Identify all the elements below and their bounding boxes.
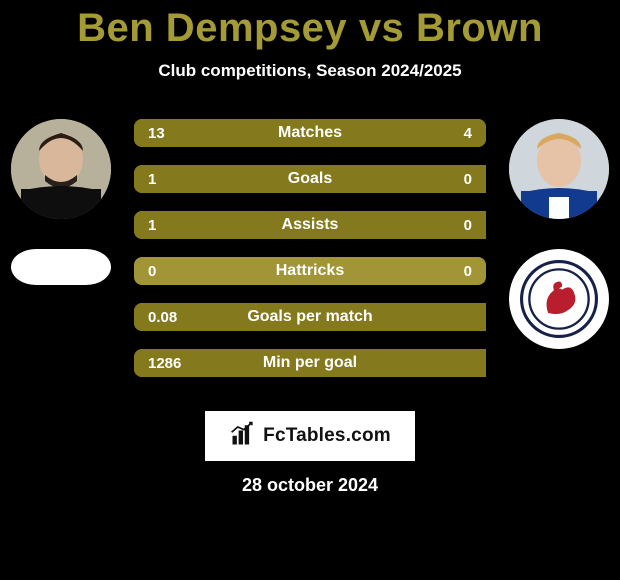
stat-label: Matches [222, 124, 398, 142]
stat-value-left: 1286 [134, 355, 222, 372]
chart-icon [229, 420, 257, 453]
player-right-avatar [509, 119, 609, 219]
stat-value-left: 13 [134, 125, 222, 142]
left-player-column [6, 119, 116, 285]
player-right-name: Brown [416, 6, 543, 50]
stat-value-right: 4 [398, 125, 486, 142]
player-left-club-badge [11, 249, 111, 285]
player-left-name: Ben Dempsey [77, 6, 347, 50]
stat-value-left: 0 [134, 263, 222, 280]
date-label: 28 october 2024 [0, 475, 620, 496]
stat-label: Min per goal [222, 354, 398, 372]
stat-label: Hattricks [222, 262, 398, 280]
stat-value-right: 0 [398, 217, 486, 234]
player-right-club-badge [509, 249, 609, 349]
stat-label: Assists [222, 216, 398, 234]
stat-value-left: 1 [134, 217, 222, 234]
page-title: Ben Dempsey vs Brown [0, 6, 620, 51]
stat-row-hattricks: 0 Hattricks 0 [134, 257, 486, 285]
subtitle: Club competitions, Season 2024/2025 [0, 61, 620, 81]
stat-value-right: 0 [398, 171, 486, 188]
branding-text: FcTables.com [263, 425, 391, 447]
stat-label: Goals per match [222, 308, 398, 326]
stat-value-left: 1 [134, 171, 222, 188]
right-player-column [504, 119, 614, 349]
stat-row-assists: 1 Assists 0 [134, 211, 486, 239]
stat-row-goals-per-match: 0.08 Goals per match [134, 303, 486, 331]
stat-value-right: 0 [398, 263, 486, 280]
vs-label: vs [359, 6, 405, 50]
stat-row-goals: 1 Goals 0 [134, 165, 486, 193]
branding-box: FcTables.com [205, 411, 415, 461]
stats-comparison-area: 13 Matches 4 1 Goals 0 1 Assists 0 [0, 119, 620, 399]
stat-row-min-per-goal: 1286 Min per goal [134, 349, 486, 377]
player-left-avatar [11, 119, 111, 219]
stat-label: Goals [222, 170, 398, 188]
stat-value-left: 0.08 [134, 309, 222, 326]
stat-row-matches: 13 Matches 4 [134, 119, 486, 147]
stat-bars: 13 Matches 4 1 Goals 0 1 Assists 0 [134, 119, 486, 377]
